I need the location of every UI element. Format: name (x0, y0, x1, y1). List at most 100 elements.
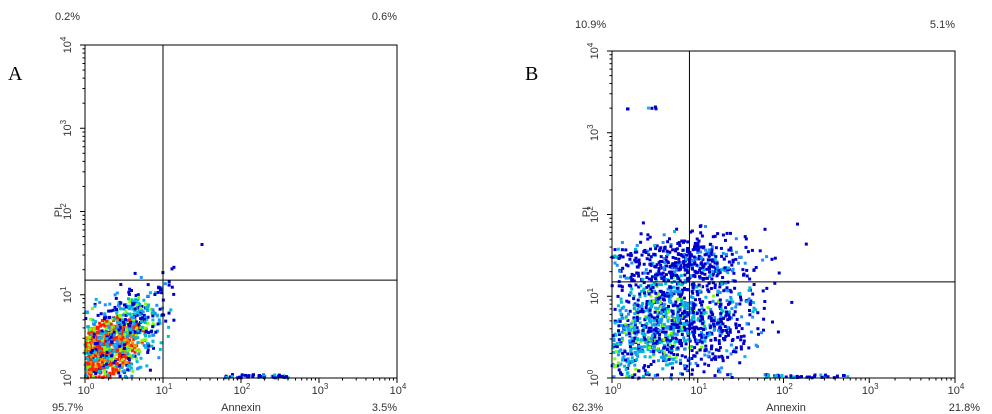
panel-b-event-dot (658, 329, 662, 333)
panel-b-event-dot (690, 322, 694, 326)
panel-b-event-dot (676, 346, 680, 350)
panel-b-event-dot (675, 274, 679, 277)
panel-b-event-dot (712, 294, 715, 298)
panel-b-event-dot (704, 344, 708, 348)
panel-b-event-dot (676, 297, 680, 301)
panel-b-event-dot (612, 350, 616, 354)
panel-b-y-tick-label: 102 (586, 206, 601, 223)
panel-a-event-dot (135, 327, 138, 331)
panel-b-event-dot (637, 369, 641, 373)
panel-a-event-dot (121, 328, 125, 332)
panel-b-event-dot (718, 370, 722, 374)
panel-a-event-dot (116, 326, 119, 330)
panel-b-event-dot (656, 292, 660, 296)
panel-b-event-dot (704, 327, 707, 331)
panel-b-event-dot (619, 348, 623, 352)
panel-b-event-dot (652, 316, 656, 320)
panel-b-event-dot (695, 351, 699, 355)
panel-b-event-dot (677, 316, 681, 320)
panel-b-event-dot (647, 316, 651, 320)
panel-b-event-dot (703, 262, 707, 266)
panel-b-event-dot (735, 250, 738, 254)
panel-a-event-dot (89, 366, 93, 369)
panel-a-event-dot (130, 362, 134, 366)
panel-b-upper-right-percent: 5.1% (930, 19, 955, 31)
panel-a-event-dot (124, 351, 127, 354)
panel-b-event-dot (729, 231, 732, 235)
panel-a-event-dot (91, 318, 95, 322)
panel-a-event-dot (92, 338, 96, 342)
panel-b-event-dot (633, 373, 637, 377)
panel-a-event-dot (128, 307, 132, 311)
panel-a-event-dot (129, 322, 133, 326)
panel-b-y-tick-label: 104 (586, 42, 601, 59)
panel-b-event-dot (752, 283, 756, 286)
panel-b-event-dot (643, 369, 647, 373)
panel-b-event-dot (656, 301, 659, 304)
panel-b-event-dot (617, 324, 621, 328)
panel-b-event-dot (656, 297, 660, 301)
panel-b-event-dot (650, 106, 654, 110)
panel-b-event-dot (728, 328, 732, 332)
panel-b-event-dot (747, 346, 751, 350)
panel-a-event-dot (158, 321, 162, 325)
panel-b-event-dot (673, 230, 676, 233)
panel-b-event-dot (644, 251, 648, 254)
panel-a-event-dot (115, 336, 118, 340)
panel-b-event-dot (661, 297, 665, 301)
panel-b-event-dot (639, 284, 643, 288)
panel-b-event-dot (635, 316, 639, 319)
panel-b-event-dot (653, 253, 657, 256)
panel-b-event-dot (675, 332, 679, 336)
panel-b-event-dot (621, 266, 625, 270)
panel-b-event-dot (691, 286, 695, 290)
panel-b-event-dot (643, 364, 647, 368)
panel-b-event-dot (695, 312, 699, 316)
panel-b-event-dot (713, 316, 717, 320)
panel-b-x-tick-label: 100 (605, 382, 622, 397)
panel-a-event-dot (100, 329, 104, 333)
panel-b-event-dot (658, 249, 661, 253)
panel-b-event-dot (649, 326, 653, 330)
panel-b-event-dot (677, 260, 681, 264)
panel-b-event-dot (655, 284, 659, 288)
panel-b-event-dot (670, 346, 674, 350)
panel-b-event-dot (698, 225, 702, 228)
panel-b-event-dot (718, 271, 722, 275)
panel-b-event-dot (672, 275, 675, 279)
panel-a-event-dot (147, 303, 151, 307)
panel-b-event-dot (657, 340, 661, 344)
panel-a-event-dot (121, 351, 125, 354)
panel-b-event-dot (720, 268, 724, 271)
panel-b-event-dot (670, 348, 674, 352)
panel-b-event-dot (664, 273, 668, 277)
panel-b-event-dot (648, 346, 652, 350)
panel-b-event-dot (745, 274, 749, 278)
panel-b-event-dot (633, 363, 637, 367)
panel-b-event-dot (757, 332, 760, 336)
panel-a-event-dot (105, 356, 109, 360)
panel-b-event-dot (677, 268, 681, 272)
panel-b-event-dot (676, 329, 680, 333)
panel-b-event-dot (666, 294, 670, 298)
panel-b-event-dot (666, 287, 670, 291)
panel-a-event-dot (102, 355, 106, 359)
panel-a-event-dot (98, 350, 102, 354)
panel-b-event-dot (677, 263, 681, 267)
panel-a-event-dot (136, 310, 140, 314)
panel-b-event-dot (672, 357, 676, 361)
panel-b-event-dot (680, 322, 684, 326)
panel-b-event-dot (676, 307, 680, 311)
panel-a-event-dot (158, 307, 162, 311)
panel-b-event-dot (669, 244, 673, 248)
panel-b-event-dot (644, 306, 648, 309)
panel-b-event-dot (748, 309, 751, 312)
panel-b-event-dot (657, 269, 661, 273)
panel-b-event-dot (752, 268, 756, 272)
panel-b-event-dot (652, 289, 656, 293)
panel-b-event-dot (656, 307, 660, 311)
panel-b-event-dot (673, 323, 677, 327)
panel-b-event-dot (617, 333, 621, 336)
panel-b-event-dot (682, 309, 686, 313)
panel-a-event-dot (99, 366, 103, 370)
